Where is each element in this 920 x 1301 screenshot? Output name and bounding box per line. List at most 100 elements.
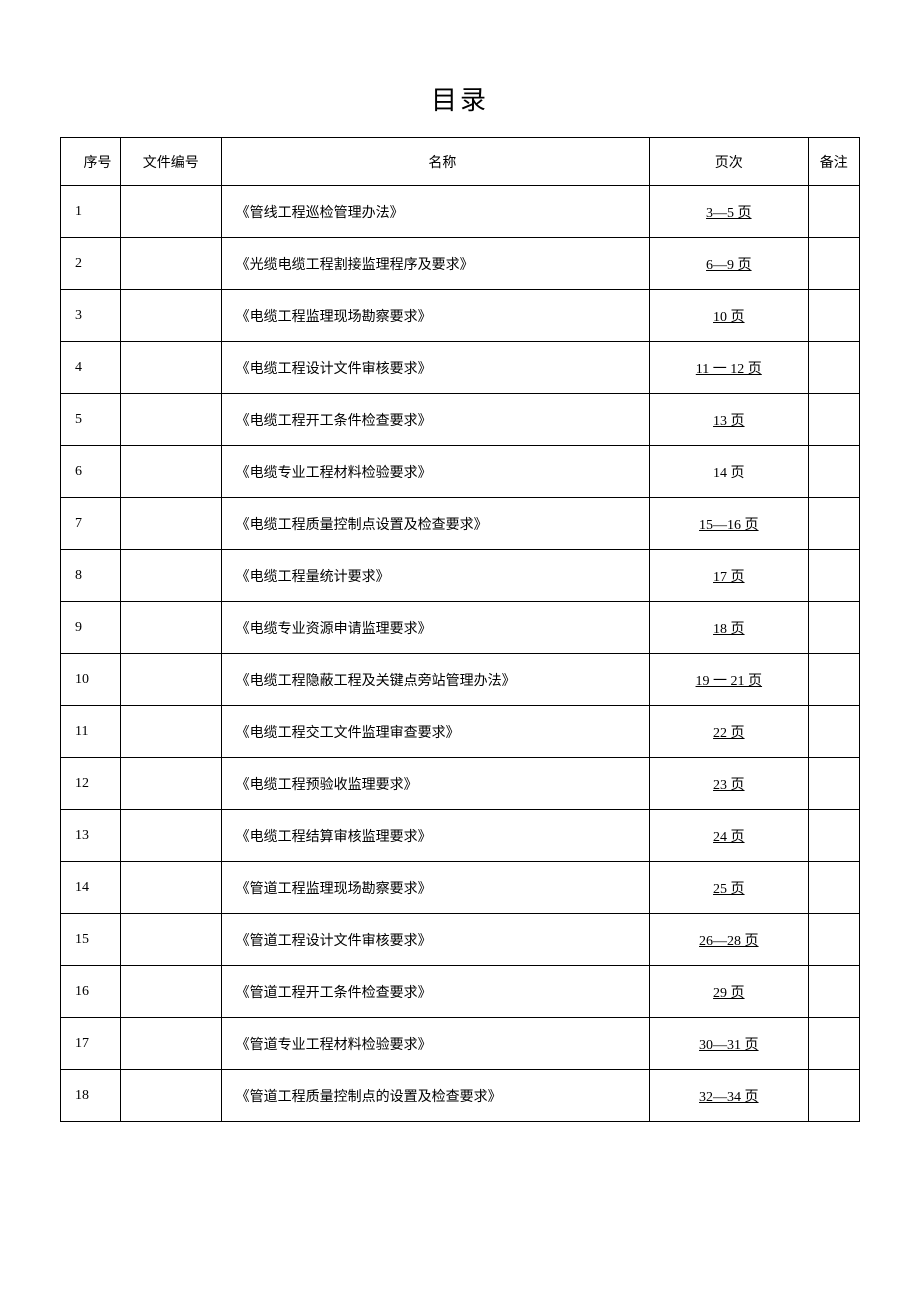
cell-name: 《电缆工程隐蔽工程及关键点旁站管理办法》 [221,654,649,706]
cell-index: 12 [61,758,121,810]
cell-note [808,654,859,706]
cell-name: 《管道专业工程材料检验要求》 [221,1018,649,1070]
table-header-row: 序号 文件编号 名称 页次 备注 [61,138,860,186]
col-header-name: 名称 [221,138,649,186]
cell-index: 5 [61,394,121,446]
cell-index: 10 [61,654,121,706]
cell-page[interactable]: 32—34 页 [650,1070,809,1122]
cell-page[interactable]: 11 一 12 页 [650,342,809,394]
cell-page[interactable]: 18 页 [650,602,809,654]
cell-index: 7 [61,498,121,550]
cell-note [808,862,859,914]
page-link[interactable]: 13 页 [713,414,745,429]
page-link[interactable]: 3—5 页 [706,206,752,221]
page-link[interactable]: 30—31 页 [699,1038,759,1053]
col-header-code: 文件编号 [120,138,221,186]
cell-page[interactable]: 19 一 21 页 [650,654,809,706]
cell-page[interactable]: 13 页 [650,394,809,446]
cell-page[interactable]: 23 页 [650,758,809,810]
page-link[interactable]: 6—9 页 [706,258,752,273]
cell-name: 《电缆工程结算审核监理要求》 [221,810,649,862]
cell-code [120,706,221,758]
cell-code [120,342,221,394]
cell-page[interactable]: 10 页 [650,290,809,342]
cell-name: 《管线工程巡检管理办法》 [221,186,649,238]
page-link[interactable]: 32—34 页 [699,1090,759,1105]
table-row: 14《管道工程监理现场勘察要求》25 页 [61,862,860,914]
page-link[interactable]: 18 页 [713,622,745,637]
toc-table: 序号 文件编号 名称 页次 备注 1《管线工程巡检管理办法》3—5 页2《光缆电… [60,137,860,1122]
cell-index: 17 [61,1018,121,1070]
cell-index: 14 [61,862,121,914]
cell-index: 3 [61,290,121,342]
table-row: 10 《电缆工程隐蔽工程及关键点旁站管理办法》 19 一 21 页 [61,654,860,706]
table-row: 16《管道工程开工条件检查要求》29 页 [61,966,860,1018]
page-link: 14 页 [713,466,745,481]
cell-page[interactable]: 29 页 [650,966,809,1018]
page-link[interactable]: 19 一 21 页 [696,674,763,689]
cell-code [120,290,221,342]
page-link[interactable]: 15—16 页 [699,518,759,533]
cell-index: 11 [61,706,121,758]
page-link[interactable]: 24 页 [713,830,745,845]
cell-code [120,654,221,706]
cell-code [120,550,221,602]
cell-code [120,394,221,446]
cell-code [120,446,221,498]
cell-page[interactable]: 15—16 页 [650,498,809,550]
cell-name: 《电缆工程交工文件监理审查要求》 [221,706,649,758]
page-link[interactable]: 29 页 [713,986,745,1001]
table-row: 2《光缆电缆工程割接监理程序及要求》6—9 页 [61,238,860,290]
cell-name: 《光缆电缆工程割接监理程序及要求》 [221,238,649,290]
cell-code [120,186,221,238]
page-link[interactable]: 26—28 页 [699,934,759,949]
cell-note [808,706,859,758]
cell-page[interactable]: 22 页 [650,706,809,758]
cell-note [808,498,859,550]
cell-name: 《电缆专业资源申请监理要求》 [221,602,649,654]
cell-code [120,810,221,862]
cell-code [120,862,221,914]
cell-name: 《管道工程质量控制点的设置及检查要求》 [221,1070,649,1122]
cell-note [808,602,859,654]
cell-name: 《电缆专业工程材料检验要求》 [221,446,649,498]
cell-note [808,966,859,1018]
cell-note [808,1018,859,1070]
page-link[interactable]: 25 页 [713,882,745,897]
cell-name: 《电缆工程设计文件审核要求》 [221,342,649,394]
cell-note [808,238,859,290]
cell-page[interactable]: 17 页 [650,550,809,602]
cell-note [808,914,859,966]
cell-index: 9 [61,602,121,654]
cell-page[interactable]: 30—31 页 [650,1018,809,1070]
cell-page[interactable]: 6—9 页 [650,238,809,290]
page-link[interactable]: 22 页 [713,726,745,741]
cell-name: 《管道工程设计文件审核要求》 [221,914,649,966]
cell-page[interactable]: 25 页 [650,862,809,914]
page-link[interactable]: 11 一 12 页 [696,362,762,377]
col-header-page: 页次 [650,138,809,186]
table-row: 9 《电缆专业资源申请监理要求》 18 页 [61,602,860,654]
cell-index: 1 [61,186,121,238]
page-link[interactable]: 17 页 [713,570,745,585]
cell-page: 14 页 [650,446,809,498]
cell-index: 4 [61,342,121,394]
cell-note [808,446,859,498]
page-title: 目录 [60,80,860,117]
page-link[interactable]: 10 页 [713,310,745,325]
cell-code [120,758,221,810]
table-row: 5《电缆工程开工条件检查要求》13 页 [61,394,860,446]
cell-note [808,810,859,862]
cell-page[interactable]: 26—28 页 [650,914,809,966]
cell-page[interactable]: 3—5 页 [650,186,809,238]
cell-name: 《电缆工程监理现场勘察要求》 [221,290,649,342]
cell-note [808,186,859,238]
cell-page[interactable]: 24 页 [650,810,809,862]
page-link[interactable]: 23 页 [713,778,745,793]
table-row: 13《电缆工程结算审核监理要求》24 页 [61,810,860,862]
table-row: 7《电缆工程质量控制点设置及检查要求》15—16 页 [61,498,860,550]
cell-index: 6 [61,446,121,498]
cell-code [120,238,221,290]
cell-code [120,602,221,654]
table-row: 1 《管线工程巡检管理办法》 3—5 页 [61,186,860,238]
